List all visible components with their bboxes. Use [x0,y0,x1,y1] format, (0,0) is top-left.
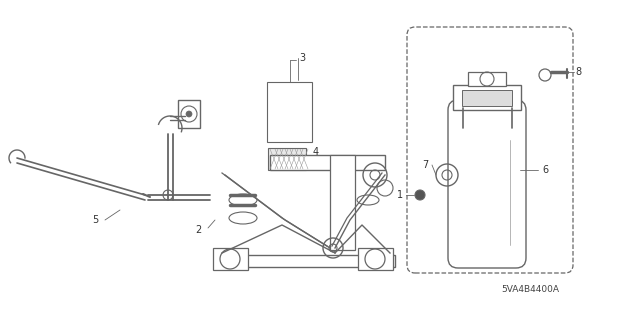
Bar [178,100,200,128]
Circle shape [186,111,192,117]
Text: 1: 1 [397,190,403,200]
Text: 4: 4 [313,147,319,157]
Ellipse shape [229,194,257,206]
Bar [468,72,506,86]
Text: 3: 3 [299,53,305,63]
Text: 5VA4B4400A: 5VA4B4400A [501,286,559,294]
Bar [270,155,385,170]
Bar [330,155,355,250]
Bar [268,148,306,170]
FancyBboxPatch shape [448,100,526,268]
Bar [213,248,248,270]
Text: 7: 7 [422,160,428,170]
Text: 2: 2 [195,225,201,235]
Circle shape [415,190,425,200]
Bar [358,248,393,270]
Bar [453,85,521,110]
Bar [215,255,395,267]
Text: 8: 8 [575,67,581,77]
FancyBboxPatch shape [407,27,573,273]
Text: 5: 5 [92,215,98,225]
Bar [267,82,312,142]
Text: 6: 6 [542,165,548,175]
Ellipse shape [357,195,379,205]
Ellipse shape [229,212,257,224]
Bar [462,90,512,106]
